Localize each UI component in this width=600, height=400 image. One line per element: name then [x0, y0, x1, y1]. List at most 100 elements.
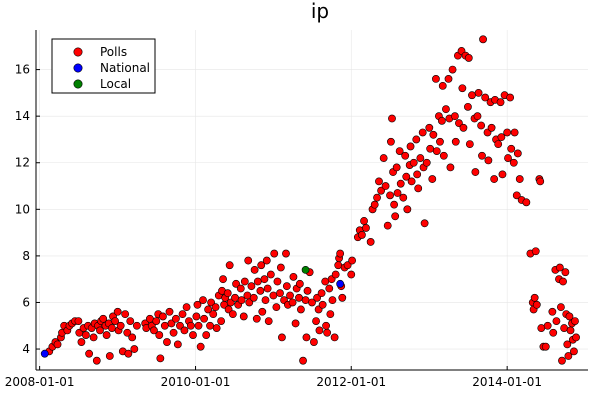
national-point-1 — [336, 279, 345, 288]
polls-point-57 — [167, 319, 176, 328]
polls-point-165 — [348, 256, 356, 265]
polls-point-207 — [426, 144, 435, 153]
polls-point-92 — [231, 293, 239, 302]
legend-label-polls: Polls — [100, 45, 127, 59]
polls-point-95 — [236, 284, 245, 293]
x-tick-label-1: 2010-01-01 — [161, 375, 231, 389]
polls-point-201 — [416, 154, 425, 162]
polls-point-25 — [99, 314, 108, 323]
polls-point-55 — [163, 338, 171, 346]
polls-point-275 — [541, 342, 550, 351]
polls-point-117 — [270, 249, 279, 258]
polls-point-195 — [406, 142, 415, 151]
polls-point-48 — [150, 326, 158, 335]
polls-point-30 — [108, 324, 116, 332]
polls-point-29 — [105, 352, 114, 360]
polls-point-122 — [278, 333, 286, 342]
polls-point-41 — [128, 333, 137, 342]
polls-point-204 — [420, 219, 429, 228]
polls-point-114 — [264, 317, 273, 325]
polls-point-42 — [130, 345, 139, 353]
y-tick-label-1: 6 — [22, 295, 30, 309]
polls-point-106 — [253, 277, 262, 286]
polls-point-137 — [302, 333, 311, 342]
polls-point-164 — [347, 270, 356, 279]
polls-point-33 — [113, 307, 122, 316]
polls-point-280 — [552, 317, 561, 325]
polls-point-64 — [182, 303, 191, 312]
polls-point-268 — [530, 293, 539, 302]
polls-point-145 — [315, 326, 324, 335]
polls-point-3 — [53, 340, 62, 349]
polls-point-190 — [399, 193, 408, 202]
polls-point-289 — [563, 340, 572, 349]
national-point-0 — [40, 349, 49, 358]
polls-point-259 — [510, 128, 519, 137]
polls-point-27 — [102, 331, 111, 339]
polls-point-200 — [414, 184, 423, 193]
y-tick-label-6: 16 — [15, 63, 30, 77]
polls-point-130 — [291, 319, 300, 328]
polls-point-59 — [172, 314, 180, 323]
polls-point-125 — [282, 282, 291, 291]
polls-point-32 — [111, 317, 120, 325]
polls-point-213 — [436, 137, 444, 146]
polls-point-147 — [318, 300, 327, 309]
polls-point-290 — [564, 352, 573, 360]
polls-point-80 — [212, 324, 221, 332]
y-tick-label-4: 12 — [15, 156, 30, 170]
polls-point-237 — [474, 88, 483, 97]
polls-point-225 — [455, 119, 463, 128]
polls-point-193 — [403, 205, 412, 214]
polls-point-211 — [432, 147, 441, 155]
polls-point-127 — [286, 291, 294, 300]
polls-point-79 — [211, 303, 220, 312]
polls-point-98 — [240, 277, 249, 286]
polls-point-40 — [126, 317, 135, 325]
polls-point-54 — [160, 321, 169, 330]
polls-point-228 — [459, 123, 468, 132]
polls-point-13 — [77, 338, 86, 346]
polls-point-93 — [232, 279, 240, 288]
polls-point-118 — [272, 303, 281, 312]
polls-point-231 — [464, 54, 473, 62]
polls-point-140 — [308, 298, 316, 307]
polls-point-39 — [124, 349, 133, 358]
polls-point-264 — [522, 198, 531, 207]
polls-point-179 — [383, 221, 392, 230]
polls-point-105 — [252, 314, 261, 323]
polls-point-60 — [173, 340, 182, 349]
polls-point-208 — [428, 175, 437, 183]
polls-point-111 — [261, 296, 270, 305]
plot-frame — [35, 30, 588, 371]
legend-box — [51, 38, 156, 94]
polls-point-202 — [418, 128, 427, 137]
polls-point-295 — [570, 347, 578, 356]
polls-point-176 — [377, 186, 386, 195]
polls-point-21 — [92, 356, 101, 365]
polls-point-220 — [446, 163, 455, 172]
polls-point-181 — [387, 137, 395, 146]
x-tick-label-3: 2014-01-01 — [472, 375, 542, 389]
polls-point-215 — [438, 81, 447, 90]
polls-point-291 — [565, 312, 574, 321]
polls-point-87 — [223, 289, 232, 298]
polls-point-185 — [391, 212, 400, 221]
polls-point-152 — [326, 310, 335, 319]
local-point-0 — [301, 265, 310, 274]
polls-point-284 — [558, 356, 566, 365]
polls-point-73 — [200, 314, 208, 323]
polls-point-256 — [506, 93, 515, 102]
polls-point-188 — [395, 147, 404, 155]
polls-point-278 — [549, 328, 558, 337]
polls-point-277 — [548, 307, 557, 316]
polls-point-112 — [262, 256, 271, 265]
polls-point-178 — [381, 182, 390, 190]
polls-point-150 — [323, 328, 332, 337]
chart-title: ip — [311, 0, 329, 23]
polls-point-173 — [370, 200, 379, 209]
polls-point-11 — [74, 317, 83, 325]
polls-point-103 — [249, 293, 258, 302]
polls-point-270 — [532, 300, 541, 309]
